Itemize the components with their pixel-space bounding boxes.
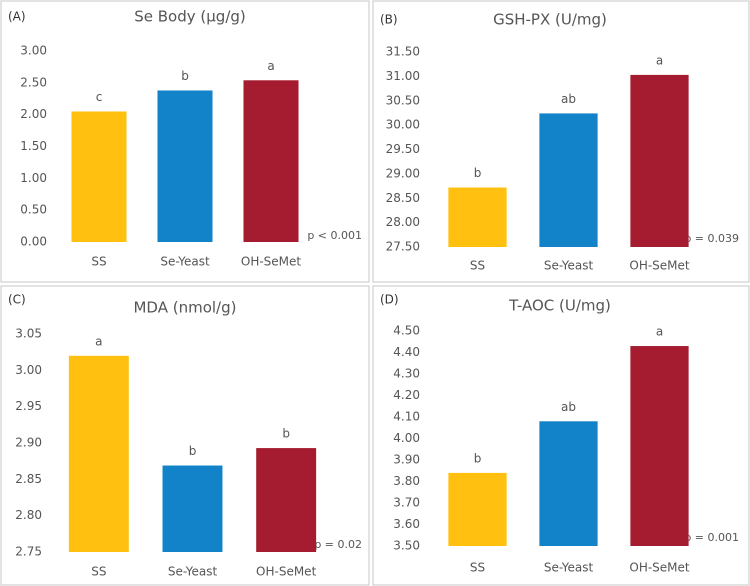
x-tick-label: OH-SeMet: [629, 259, 690, 273]
annotation: p < 0.001: [307, 229, 362, 242]
y-tick-label: 3.50: [393, 539, 420, 553]
y-tick-label: 4.30: [393, 367, 420, 381]
significance-letter: c: [96, 90, 103, 104]
y-tick-label: 29.00: [386, 166, 420, 180]
x-tick-label: Se-Yeast: [544, 259, 594, 273]
y-tick-label: 3.00: [15, 363, 42, 377]
panel-frame: [0, 285, 370, 586]
y-tick-label: 3.05: [15, 327, 42, 341]
significance-letter: a: [656, 53, 663, 67]
y-tick-label: 4.40: [393, 345, 420, 359]
y-tick-label: 2.50: [20, 75, 47, 89]
bar: [243, 80, 299, 242]
significance-letter: ab: [561, 92, 576, 106]
panel-frame: [0, 0, 370, 283]
chart-title: T-AOC (U/mg): [508, 297, 611, 315]
y-tick-label: 2.95: [15, 399, 42, 413]
x-tick-label: SS: [91, 565, 106, 579]
y-tick-label: 4.10: [393, 410, 420, 424]
significance-letter: b: [474, 451, 482, 465]
bar: [630, 74, 689, 247]
annotation: p = 0.001: [684, 531, 739, 544]
significance-letter: a: [656, 325, 663, 339]
bar: [539, 113, 598, 247]
significance-letter: ab: [561, 400, 576, 414]
y-tick-label: 4.20: [393, 388, 420, 402]
y-tick-label: 29.50: [386, 142, 420, 156]
y-tick-label: 0.50: [20, 203, 47, 217]
significance-letter: b: [189, 444, 197, 458]
bar: [448, 472, 507, 546]
panel-label: (C): [8, 293, 26, 307]
y-tick-label: 2.90: [15, 436, 42, 450]
y-tick-label: 3.90: [393, 453, 420, 467]
bar: [68, 355, 129, 552]
bar: [71, 111, 127, 242]
y-tick-label: 2.00: [20, 107, 47, 121]
panel-label: (A): [8, 10, 26, 24]
significance-letter: b: [282, 427, 290, 441]
panel-label: (B): [380, 13, 398, 27]
panel-frame: [372, 0, 750, 283]
y-tick-label: 2.85: [15, 472, 42, 486]
y-tick-label: 28.50: [386, 191, 420, 205]
panel-frame: [372, 285, 750, 586]
bar: [162, 465, 223, 552]
bar: [157, 90, 213, 243]
y-tick-label: 30.00: [386, 118, 420, 132]
y-tick-label: 2.75: [15, 545, 42, 559]
x-tick-label: Se-Yeast: [168, 565, 218, 579]
significance-letter: a: [267, 59, 274, 73]
x-tick-label: SS: [470, 561, 485, 575]
y-tick-label: 1.00: [20, 171, 47, 185]
bar: [448, 187, 507, 247]
significance-letter: b: [474, 166, 482, 180]
y-tick-label: 31.50: [386, 45, 420, 59]
chart-title: Se Body (µg/g): [134, 8, 246, 26]
x-tick-label: OH-SeMet: [629, 561, 690, 575]
panel-label: (D): [380, 293, 399, 307]
y-tick-label: 3.70: [393, 496, 420, 510]
y-tick-label: 30.50: [386, 93, 420, 107]
bar: [539, 421, 598, 546]
y-tick-label: 4.50: [393, 324, 420, 338]
x-tick-label: Se-Yeast: [544, 561, 594, 575]
y-tick-label: 1.50: [20, 139, 47, 153]
y-tick-label: 3.00: [20, 44, 47, 58]
x-tick-label: SS: [470, 259, 485, 273]
x-tick-label: OH-SeMet: [256, 565, 317, 579]
x-tick-label: Se-Yeast: [160, 255, 210, 269]
x-tick-label: SS: [91, 255, 106, 269]
y-tick-label: 4.00: [393, 431, 420, 445]
bar: [256, 448, 317, 552]
chart-title: MDA (nmol/g): [133, 299, 236, 317]
significance-letter: b: [181, 69, 189, 83]
y-tick-label: 2.80: [15, 508, 42, 522]
y-tick-label: 0.00: [20, 235, 47, 249]
y-tick-label: 28.00: [386, 215, 420, 229]
y-tick-label: 3.60: [393, 517, 420, 531]
y-tick-label: 27.50: [386, 240, 420, 254]
annotation: p = 0.02: [314, 538, 362, 551]
significance-letter: a: [95, 334, 102, 348]
y-tick-label: 31.00: [386, 69, 420, 83]
y-tick-label: 3.80: [393, 474, 420, 488]
bar: [630, 346, 689, 546]
annotation: p = 0.039: [684, 232, 739, 245]
chart-title: GSH-PX (U/mg): [493, 11, 607, 29]
x-tick-label: OH-SeMet: [241, 255, 302, 269]
